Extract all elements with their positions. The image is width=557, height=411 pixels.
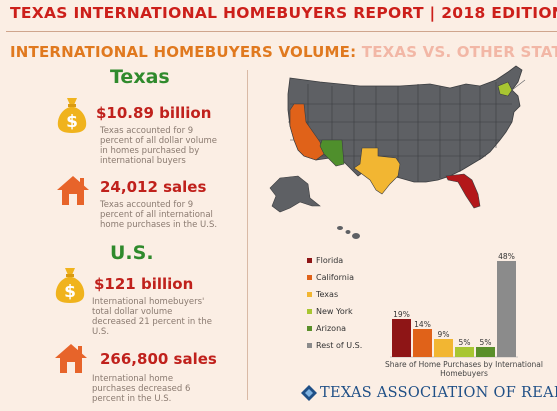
money-bag-icon: $ bbox=[57, 98, 87, 133]
svg-text:$: $ bbox=[64, 282, 76, 302]
legend-item: Texas bbox=[307, 290, 338, 299]
legend-label: Texas bbox=[316, 290, 339, 299]
subtitle-part-1: INTERNATIONAL HOMEBUYERS VOLUME: bbox=[10, 43, 357, 61]
page-subtitle: INTERNATIONAL HOMEBUYERS VOLUME: TEXAS V… bbox=[10, 43, 557, 61]
us-heading: U.S. bbox=[110, 242, 154, 264]
bar-rest-of-u-s bbox=[497, 261, 516, 357]
legend-label: Arizona bbox=[316, 324, 347, 333]
chart-xlabel: Share of Home Purchases by International… bbox=[385, 360, 543, 378]
bar-data-label: 19% bbox=[393, 310, 410, 319]
legend-label: Rest of U.S. bbox=[316, 341, 363, 350]
state-new-york bbox=[497, 81, 513, 97]
us-map-mainland bbox=[287, 65, 523, 183]
legend-item: Rest of U.S. bbox=[307, 341, 362, 350]
legend-item: Florida bbox=[307, 256, 343, 265]
bar-data-label: 5% bbox=[459, 338, 471, 347]
legend-swatch bbox=[307, 258, 312, 263]
bar-data-label: 48% bbox=[498, 252, 515, 261]
texas-volume: $10.89 billion bbox=[96, 104, 212, 122]
bar-california bbox=[413, 329, 432, 357]
texas-sales: 24,012 sales bbox=[100, 178, 207, 196]
state-arizona bbox=[319, 139, 345, 167]
bar-new-york bbox=[455, 347, 474, 357]
legend-label: California bbox=[316, 273, 354, 282]
bar-florida bbox=[392, 319, 411, 357]
footer-logo: TEXAS ASSOCIATION OF REALTORS® bbox=[300, 380, 557, 408]
legend-swatch bbox=[307, 343, 312, 348]
us-volume: $121 billion bbox=[94, 275, 194, 293]
subtitle-part-2: TEXAS VS. OTHER STATES bbox=[361, 43, 557, 61]
chart-plot: 19% 14% 9% 5% 5% 48% bbox=[390, 252, 518, 358]
logo-diamond-icon bbox=[301, 385, 317, 401]
bar-texas bbox=[434, 339, 453, 357]
column-divider bbox=[247, 70, 248, 400]
us-volume-desc: International homebuyers' total dollar v… bbox=[92, 297, 212, 337]
bar-arizona bbox=[476, 347, 495, 357]
us-sales-desc: International home purchases decreased 6… bbox=[92, 374, 191, 404]
house-icon bbox=[57, 176, 89, 205]
us-sales: 266,800 sales bbox=[100, 350, 217, 368]
texas-volume-desc: Texas accounted for 9 percent of all dol… bbox=[100, 126, 217, 166]
bar-data-label: 9% bbox=[438, 330, 450, 339]
texas-sales-desc: Texas accounted for 9 percent of all int… bbox=[100, 200, 218, 230]
legend-swatch bbox=[307, 309, 312, 314]
state-alaska bbox=[269, 175, 321, 213]
bar-data-label: 5% bbox=[480, 338, 492, 347]
state-florida bbox=[445, 173, 481, 209]
page-title: TEXAS INTERNATIONAL HOMEBUYERS REPORT | … bbox=[10, 4, 557, 22]
svg-text:$: $ bbox=[66, 112, 78, 132]
legend-swatch bbox=[307, 275, 312, 280]
legend-item: Arizona bbox=[307, 324, 346, 333]
legend-swatch bbox=[307, 326, 312, 331]
header-divider bbox=[6, 31, 557, 32]
money-bag-icon: $ bbox=[55, 268, 85, 303]
state-texas bbox=[353, 147, 401, 195]
house-icon bbox=[55, 344, 87, 373]
share-chart: Florida California Texas New York Arizona Res… bbox=[307, 246, 547, 382]
legend-item: California bbox=[307, 273, 354, 282]
us-map bbox=[269, 65, 526, 239]
logo-text: TEXAS ASSOCIATION OF REALTORS® bbox=[320, 385, 557, 401]
state-hawaii bbox=[337, 226, 360, 239]
legend-item: New York bbox=[307, 307, 353, 316]
legend-label: New York bbox=[316, 307, 353, 316]
legend-swatch bbox=[307, 292, 312, 297]
bar-data-label: 14% bbox=[414, 320, 431, 329]
state-california bbox=[289, 103, 325, 161]
header: TEXAS INTERNATIONAL HOMEBUYERS REPORT | … bbox=[6, 4, 557, 61]
state-borders bbox=[288, 82, 512, 182]
legend-label: Florida bbox=[316, 256, 344, 265]
texas-heading: Texas bbox=[110, 66, 170, 88]
